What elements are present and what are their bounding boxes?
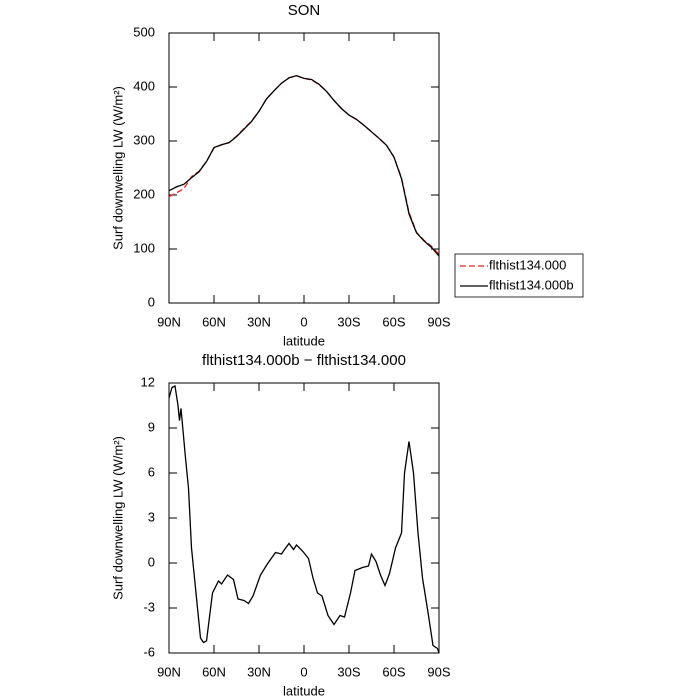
legend-label: flthist134.000b <box>489 277 574 292</box>
y-tick-label: 6 <box>148 464 155 479</box>
y-tick-label: 9 <box>148 419 155 434</box>
data-line <box>168 74 440 255</box>
plot-frame <box>168 382 440 654</box>
x-tick-label: 90S <box>427 314 450 329</box>
y-tick-label: 500 <box>133 24 155 39</box>
y-tick-label: 100 <box>133 240 155 255</box>
x-tick-label: 60N <box>202 314 226 329</box>
x-tick-label: 90N <box>157 664 181 679</box>
y-axis-label: Surf downwelling LW (W/m²) <box>110 436 125 600</box>
x-tick-label: 30N <box>247 314 271 329</box>
y-tick-label: 12 <box>141 374 155 389</box>
data-line <box>168 74 440 257</box>
chart-title: flthist134.000b − flthist134.000 <box>202 352 406 369</box>
y-tick-label: -6 <box>143 644 155 659</box>
y-tick-label: 3 <box>148 509 155 524</box>
plot-frame <box>168 32 440 304</box>
x-tick-label: 90S <box>427 664 450 679</box>
x-tick-label: 0 <box>300 314 307 329</box>
x-tick-label: 90N <box>157 314 181 329</box>
x-tick-label: 60S <box>382 314 405 329</box>
y-tick-label: 200 <box>133 186 155 201</box>
legend-box <box>454 253 584 298</box>
x-axis-label: latitude <box>283 683 325 698</box>
y-tick-label: 300 <box>133 132 155 147</box>
x-tick-label: 30N <box>247 664 271 679</box>
chart-title: SON <box>288 2 321 19</box>
legend-label: flthist134.000 <box>489 257 566 272</box>
x-tick-label: 60N <box>202 664 226 679</box>
x-tick-label: 0 <box>300 664 307 679</box>
x-tick-label: 30S <box>337 664 360 679</box>
y-tick-label: -3 <box>143 599 155 614</box>
y-tick-label: 0 <box>148 554 155 569</box>
y-tick-label: 400 <box>133 78 155 93</box>
x-tick-label: 60S <box>382 664 405 679</box>
x-axis-label: latitude <box>283 333 325 348</box>
y-tick-label: 0 <box>148 294 155 309</box>
x-tick-label: 30S <box>337 314 360 329</box>
y-axis-label: Surf downwelling LW (W/m²) <box>110 86 125 250</box>
data-line <box>168 385 440 654</box>
